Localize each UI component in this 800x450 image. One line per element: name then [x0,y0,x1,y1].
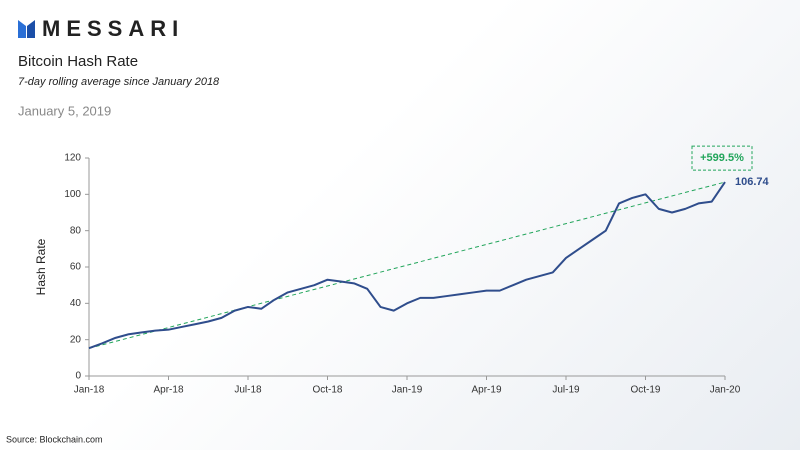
x-tick-label: Apr-18 [153,385,183,396]
x-tick-label: Oct-19 [630,385,660,396]
x-tick-label: Jul-19 [552,385,580,396]
subtitle: 7-day rolling average since January 2018 [18,76,220,88]
trend-line [88,181,726,349]
x-tick-label: Jan-20 [710,385,741,396]
series-line [88,181,726,350]
date: January 5, 2019 [18,103,111,118]
y-tick-label: 60 [70,262,82,273]
annotation: +599.5% [700,152,744,164]
x-tick-label: Apr-19 [471,385,501,396]
logo-icon [18,20,35,38]
annotation-box [691,145,753,171]
x-tick-label: Oct-18 [312,385,342,396]
y-tick-label: 40 [70,298,82,309]
x-tick-label: Jan-19 [392,385,423,396]
y-tick-label: 120 [64,153,81,164]
x-tick-label: Jul-18 [234,385,262,396]
y-tick-label: 80 [70,225,82,236]
y-axis-label: Hash Rate [34,238,48,295]
y-tick-label: 100 [64,189,81,200]
x-tick-label: Jan-18 [74,385,105,396]
brand: MESSARI [42,16,184,41]
y-tick-label: 0 [75,371,81,382]
source: Source: Blockchain.com [6,434,103,444]
end-value-label: 106.74 [735,176,770,188]
chart-title: Bitcoin Hash Rate [18,53,138,70]
y-tick-label: 20 [70,334,82,345]
